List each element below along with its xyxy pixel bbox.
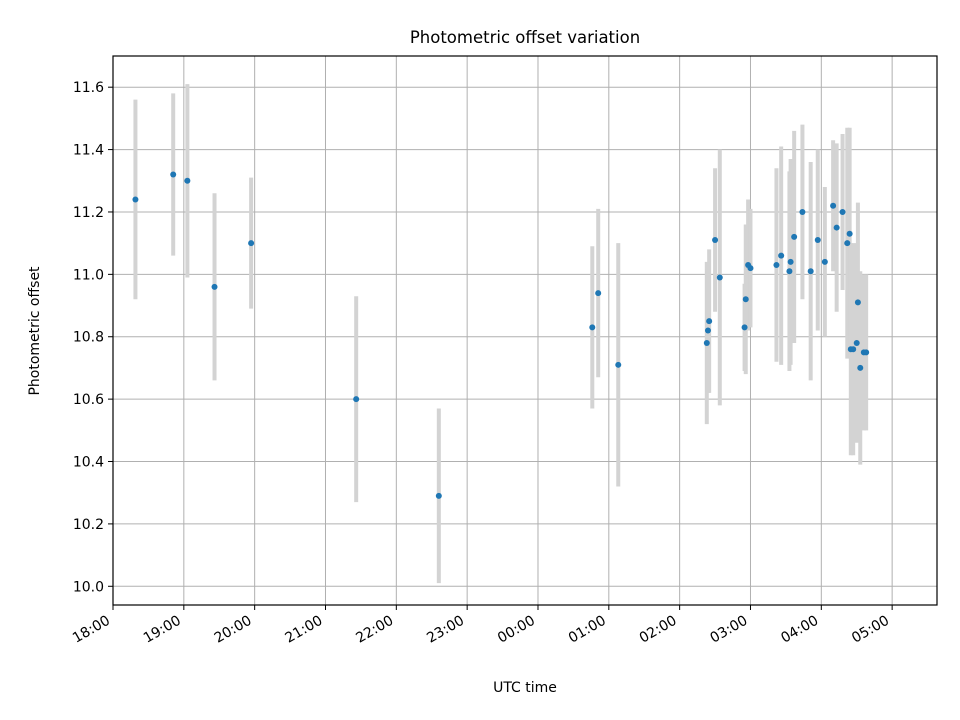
data-point	[615, 361, 622, 368]
y-tick-label: 10.4	[73, 455, 104, 471]
data-point	[786, 268, 793, 275]
data-point	[353, 396, 360, 403]
data-point	[814, 237, 821, 244]
y-tick-label: 11.0	[73, 267, 104, 283]
data-point	[589, 324, 596, 331]
y-tick-label: 10.8	[73, 330, 104, 346]
data-point	[857, 364, 864, 371]
chart-title: Photometric offset variation	[410, 28, 640, 47]
y-axis-label: Photometric offset	[27, 266, 43, 396]
data-point	[716, 274, 723, 281]
data-point	[132, 196, 139, 203]
data-point	[741, 324, 748, 331]
data-point	[773, 261, 780, 268]
data-point	[787, 258, 794, 265]
data-point	[821, 258, 828, 265]
data-point	[704, 327, 711, 334]
data-point	[807, 268, 814, 275]
y-tick-label: 10.2	[73, 517, 104, 533]
data-point	[839, 208, 846, 215]
y-tick-label: 10.0	[73, 579, 104, 595]
data-point	[833, 224, 840, 231]
data-point	[703, 339, 710, 346]
data-point	[706, 318, 713, 325]
grid-lines	[112, 56, 937, 605]
data-points	[132, 171, 870, 499]
data-point	[850, 346, 857, 353]
data-point	[853, 339, 860, 346]
data-point	[830, 202, 837, 209]
data-point	[170, 171, 177, 178]
data-point	[184, 177, 191, 184]
data-point	[846, 230, 853, 237]
x-axis-label: UTC time	[493, 680, 557, 696]
data-point	[595, 290, 602, 297]
y-tick-label: 11.4	[73, 143, 104, 159]
data-point	[248, 240, 255, 247]
data-point	[854, 299, 861, 306]
y-tick-label: 11.2	[73, 205, 104, 221]
data-point	[844, 240, 851, 247]
data-point	[778, 252, 785, 259]
y-tick-label: 11.6	[73, 80, 104, 96]
data-point	[791, 233, 798, 240]
y-axis-ticks: 10.0 10.2 10.4 10.6 10.8 11.0 11.2 11.4 11.6	[73, 80, 113, 595]
y-tick-label: 10.6	[73, 392, 104, 408]
data-point	[211, 283, 218, 290]
data-point	[742, 296, 749, 303]
data-point	[712, 237, 719, 244]
data-point	[435, 492, 442, 499]
data-point	[747, 265, 754, 272]
plot-frame	[112, 55, 938, 606]
data-point	[799, 208, 806, 215]
data-point	[863, 349, 870, 356]
